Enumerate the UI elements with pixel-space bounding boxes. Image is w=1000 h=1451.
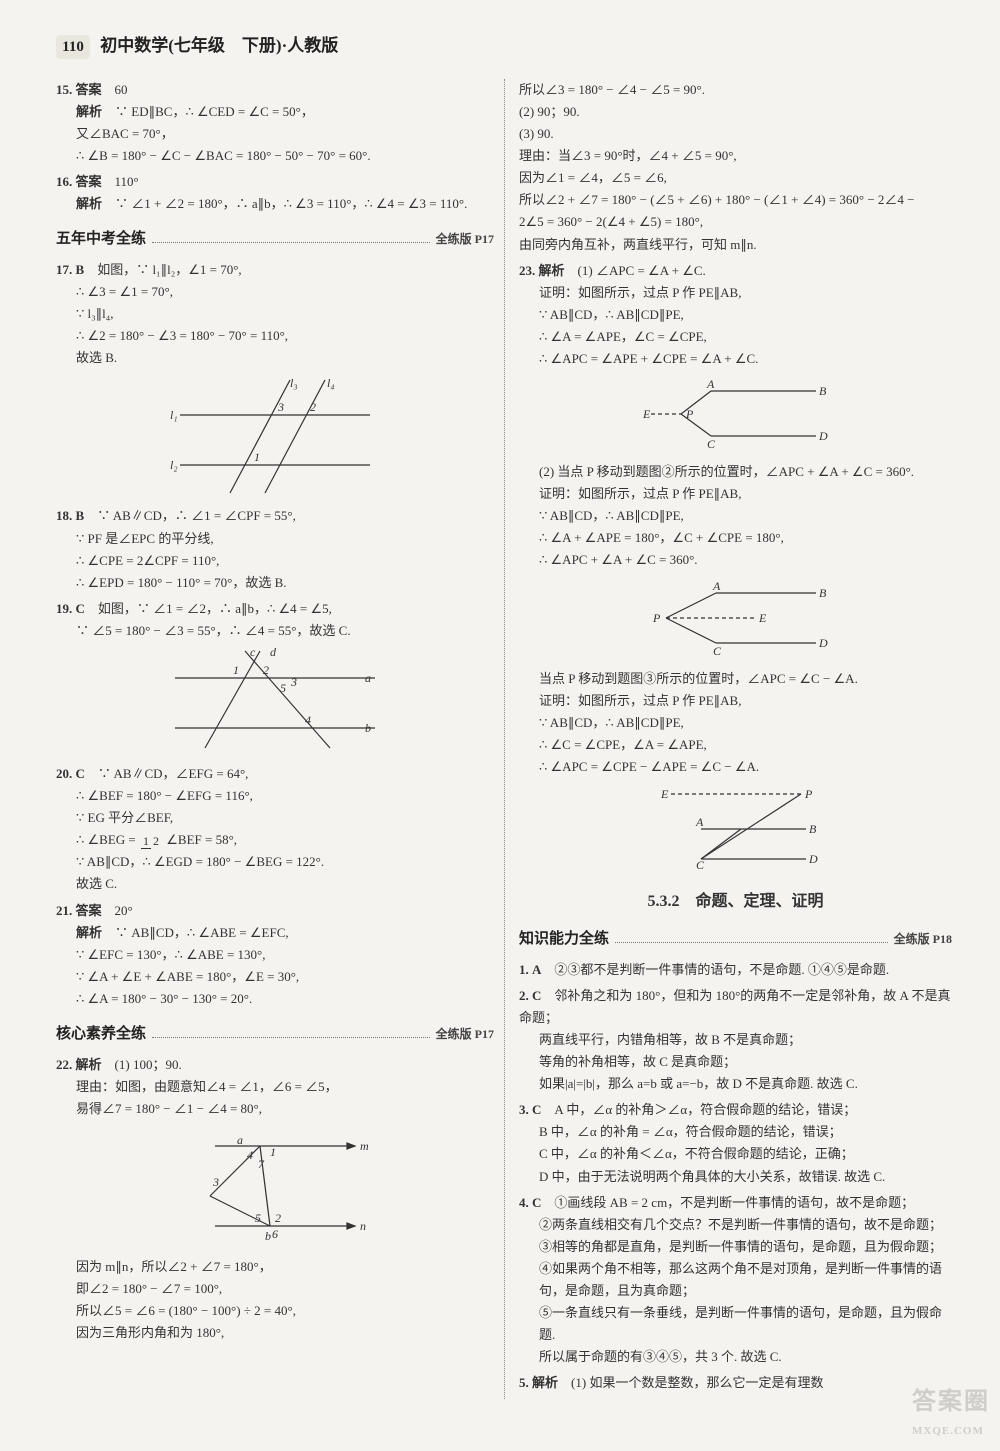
- svg-text:b: b: [365, 721, 371, 735]
- svg-text:l₂: l₂: [170, 458, 178, 472]
- left-column: 15. 答案 60 解析 ∵ ED∥BC，∴ ∠CED = ∠C = 50°， …: [56, 79, 504, 1399]
- q23-p3: 当点 P 移动到题图③所示的位置时，∠APC = ∠C − ∠A. 证明：如图所…: [519, 668, 952, 778]
- fig-q23-1: A B C D E P: [519, 376, 952, 451]
- svg-text:3: 3: [277, 400, 284, 414]
- r-q4: 4. C ①画线段 AB = 2 cm，不是判断一件事情的语句，故不是命题； ②…: [519, 1192, 952, 1369]
- svg-text:C: C: [707, 437, 716, 451]
- svg-text:a: a: [237, 1133, 243, 1147]
- svg-text:2: 2: [263, 663, 269, 677]
- q15: 15. 答案 60 解析 ∵ ED∥BC，∴ ∠CED = ∠C = 50°， …: [56, 79, 494, 167]
- r-q3: 3. C A 中，∠α 的补角＞∠α，符合假命题的结论，错误； B 中，∠α 的…: [519, 1099, 952, 1187]
- svg-text:1: 1: [270, 1145, 276, 1159]
- svg-text:D: D: [818, 429, 828, 443]
- q20: 20. C ∵ AB∥CD，∠EFG = 64°, ∴ ∠BEF = 180° …: [56, 763, 494, 896]
- svg-text:2: 2: [310, 400, 316, 414]
- content-columns: 15. 答案 60 解析 ∵ ED∥BC，∴ ∠CED = ∠C = 50°， …: [56, 79, 952, 1399]
- svg-text:B: B: [809, 822, 817, 836]
- fig-q22: m n a b 1 47 3 52 6: [56, 1126, 494, 1246]
- q22: 22. 解析 (1) 100；90. 理由：如图，由题意知∠4 = ∠1，∠6 …: [56, 1054, 494, 1120]
- svg-text:5: 5: [280, 681, 286, 695]
- svg-text:1: 1: [254, 450, 260, 464]
- r-q5: 5. 解析 (1) 如果一个数是整数，那么它一定是有理数: [519, 1372, 952, 1394]
- page-number: 110: [56, 35, 90, 59]
- q17: 17. B 如图，∵ l₁∥l₂，∠1 = 70°, ∴ ∠3 = ∠1 = 7…: [56, 259, 494, 369]
- svg-text:n: n: [360, 1219, 366, 1233]
- svg-text:B: B: [819, 586, 827, 600]
- svg-text:P: P: [652, 611, 661, 625]
- fig-q23-2: A B C D P E: [519, 578, 952, 658]
- svg-text:c: c: [250, 648, 256, 659]
- fig-q23-3: E P A B C D: [519, 784, 952, 874]
- svg-text:E: E: [758, 611, 767, 625]
- svg-text:P: P: [804, 787, 813, 801]
- r-q2: 2. C 邻补角之和为 180°，但和为 180°的两角不一定是邻补角，故 A …: [519, 985, 952, 1095]
- svg-text:A: A: [695, 815, 704, 829]
- q22-right: 所以∠3 = 180° − ∠4 − ∠5 = 90°. (2) 90；90. …: [519, 79, 952, 256]
- q21: 21. 答案 20° 解析 ∵ AB∥CD，∴ ∠ABE = ∠EFC, ∵ ∠…: [56, 900, 494, 1010]
- q23: 23. 解析 (1) ∠APC = ∠A + ∠C. 证明：如图所示，过点 P …: [519, 260, 952, 370]
- q19: 19. C 如图，∵ ∠1 = ∠2，∴ a∥b，∴ ∠4 = ∠5, ∵ ∠5…: [56, 598, 494, 642]
- dots: [615, 942, 888, 943]
- svg-text:P: P: [685, 407, 694, 421]
- svg-text:A: A: [706, 377, 715, 391]
- svg-text:A: A: [712, 579, 721, 593]
- svg-text:E: E: [660, 787, 669, 801]
- svg-text:6: 6: [272, 1227, 278, 1241]
- svg-text:B: B: [819, 384, 827, 398]
- svg-text:4: 4: [305, 713, 311, 727]
- svg-text:l₄: l₄: [327, 376, 335, 390]
- svg-text:a: a: [365, 671, 371, 685]
- svg-text:d: d: [270, 648, 277, 659]
- svg-text:l₁: l₁: [170, 408, 178, 422]
- page-header: 110 初中数学(七年级 下册)·人教版: [56, 32, 952, 61]
- svg-text:D: D: [818, 636, 828, 650]
- svg-text:2: 2: [275, 1211, 281, 1225]
- svg-text:b: b: [265, 1229, 271, 1243]
- svg-text:D: D: [808, 852, 818, 866]
- q22-cont: 因为 m∥n，所以∠2 + ∠7 = 180°， 即∠2 = 180° − ∠7…: [56, 1256, 494, 1344]
- svg-text:4: 4: [247, 1148, 253, 1162]
- q16: 16. 答案 110° 解析 ∵ ∠1 + ∠2 = 180°，∴ a∥b，∴ …: [56, 171, 494, 215]
- dots: [152, 1037, 430, 1038]
- svg-text:C: C: [696, 858, 705, 872]
- q23-p2: (2) 当点 P 移动到题图②所示的位置时，∠APC + ∠A + ∠C = 3…: [519, 461, 952, 571]
- right-column: 所以∠3 = 180° − ∠4 − ∠5 = 90°. (2) 90；90. …: [504, 79, 952, 1399]
- section-five-year: 五年中考全练 全练版 P17: [56, 227, 494, 253]
- svg-text:3: 3: [290, 675, 297, 689]
- svg-text:l₃: l₃: [290, 376, 298, 390]
- svg-text:m: m: [360, 1139, 369, 1153]
- section-core-literacy: 核心素养全练 全练版 P17: [56, 1022, 494, 1048]
- watermark: 答案圈 MXQE.COM: [912, 1382, 990, 1441]
- dots: [152, 242, 430, 243]
- r-q1: 1. A ②③都不是判断一件事情的语句，不是命题. ①④⑤是命题.: [519, 959, 952, 981]
- svg-text:C: C: [713, 644, 722, 658]
- fraction-half: 12: [141, 835, 161, 847]
- svg-text:1: 1: [233, 663, 239, 677]
- fig-q19: c d a b 1 2 53 4: [56, 648, 494, 753]
- q18: 18. B ∵ AB∥CD，∴ ∠1 = ∠CPF = 55°, ∵ PF 是∠…: [56, 505, 494, 593]
- fig-q17: l₁ l₂ l₃ l₄ 3 2 1: [56, 375, 494, 495]
- book-title: 初中数学(七年级 下册)·人教版: [100, 36, 338, 55]
- svg-text:7: 7: [258, 1157, 265, 1171]
- svg-text:3: 3: [212, 1175, 219, 1189]
- subsection-title: 5.3.2 命题、定理、证明: [519, 888, 952, 915]
- section-knowledge: 知识能力全练 全练版 P18: [519, 927, 952, 953]
- svg-text:E: E: [642, 407, 651, 421]
- svg-text:5: 5: [255, 1211, 261, 1225]
